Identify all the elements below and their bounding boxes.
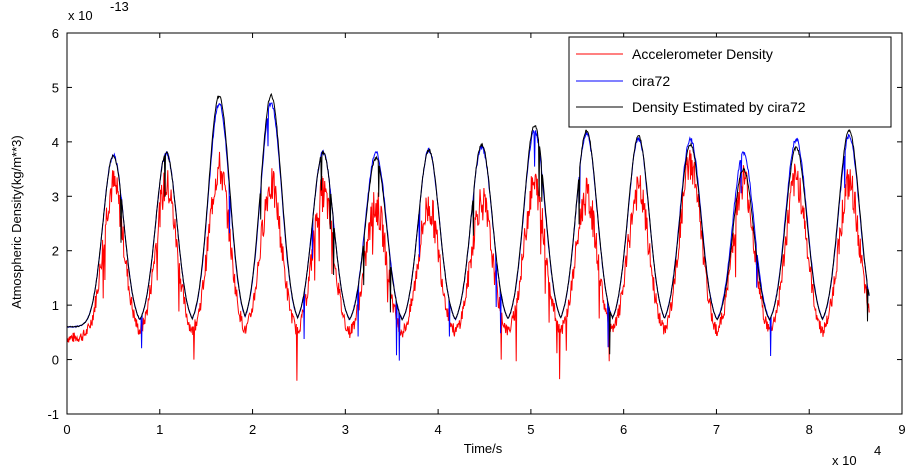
y-multiplier-exp: -13 xyxy=(110,0,129,14)
y-multiplier-label: x 10 xyxy=(68,8,93,23)
x-tick-label: 2 xyxy=(249,422,256,437)
x-tick-label: 1 xyxy=(156,422,163,437)
legend-label-accelerometer: Accelerometer Density xyxy=(632,46,773,62)
series-line-estimated xyxy=(66,92,870,355)
legend: Accelerometer Density cira72 Density Est… xyxy=(568,36,892,128)
y-tick-label: -1 xyxy=(47,407,59,422)
y-tick-label: 5 xyxy=(52,80,59,95)
plot-frame xyxy=(66,32,903,415)
y-tick-label: 3 xyxy=(52,189,59,204)
x-tick-label: 9 xyxy=(898,422,905,437)
y-axis-label: Atmospheric Density(kg/m**3) xyxy=(9,135,24,308)
x-axis-label: Time/s xyxy=(464,441,503,456)
legend-label-estimated: Density Estimated by cira72 xyxy=(632,99,806,115)
x-tick-label: 6 xyxy=(620,422,627,437)
series-line-accelerometer xyxy=(66,149,870,381)
x-tick-label: 4 xyxy=(434,422,441,437)
x-tick-label: 5 xyxy=(527,422,534,437)
y-tick-label: 2 xyxy=(52,244,59,259)
x-multiplier-exp: 4 xyxy=(874,443,881,458)
plot-lines xyxy=(66,92,870,381)
y-tick-label: 1 xyxy=(52,298,59,313)
x-tick-label: 0 xyxy=(63,422,70,437)
ticks: 0 1 2 3 4 5 6 7 8 9 -1 0 1 2 3 4 5 6 xyxy=(47,26,905,437)
y-tick-label: 6 xyxy=(52,26,59,41)
legend-box xyxy=(568,36,892,128)
x-multiplier-label: x 10 xyxy=(832,453,857,468)
legend-label-cira72: cira72 xyxy=(632,73,670,89)
x-tick-label: 8 xyxy=(806,422,813,437)
x-tick-label: 3 xyxy=(342,422,349,437)
y-tick-label: 4 xyxy=(52,135,59,150)
y-tick-label: 0 xyxy=(52,353,59,368)
x-tick-label: 7 xyxy=(713,422,720,437)
